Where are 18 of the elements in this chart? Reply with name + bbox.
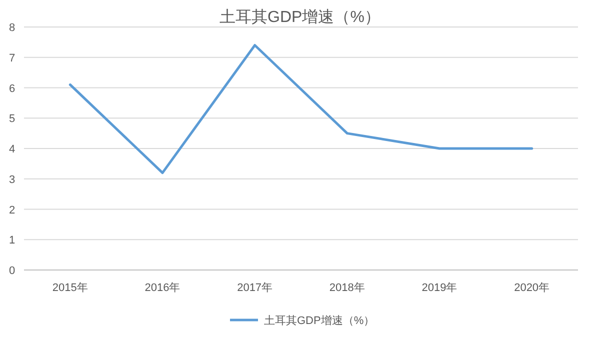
y-tick-label: 6 — [8, 82, 16, 95]
x-tick-label: 2020年 — [514, 282, 550, 294]
x-tick-label: 2017年 — [237, 282, 273, 294]
y-tick-label: 0 — [8, 265, 16, 277]
y-tick-label: 8 — [8, 22, 16, 34]
legend-label: 土耳其GDP增速（%） — [264, 314, 375, 327]
y-tick-label: 4 — [8, 144, 16, 156]
x-tick-label: 2018年 — [329, 282, 365, 294]
x-tick-label: 2015年 — [52, 282, 88, 294]
y-tick-label: 3 — [8, 174, 16, 186]
y-tick-label: 1 — [8, 234, 16, 247]
line-series — [68, 44, 534, 174]
chart-title: 土耳其GDP增速（%） — [220, 8, 380, 26]
y-tick-label: 7 — [8, 52, 16, 64]
x-tick-label: 2016年 — [144, 282, 180, 294]
y-tick-label: 5 — [8, 113, 16, 126]
y-tick-label: 2 — [8, 204, 16, 216]
x-tick-label: 2019年 — [422, 282, 458, 294]
